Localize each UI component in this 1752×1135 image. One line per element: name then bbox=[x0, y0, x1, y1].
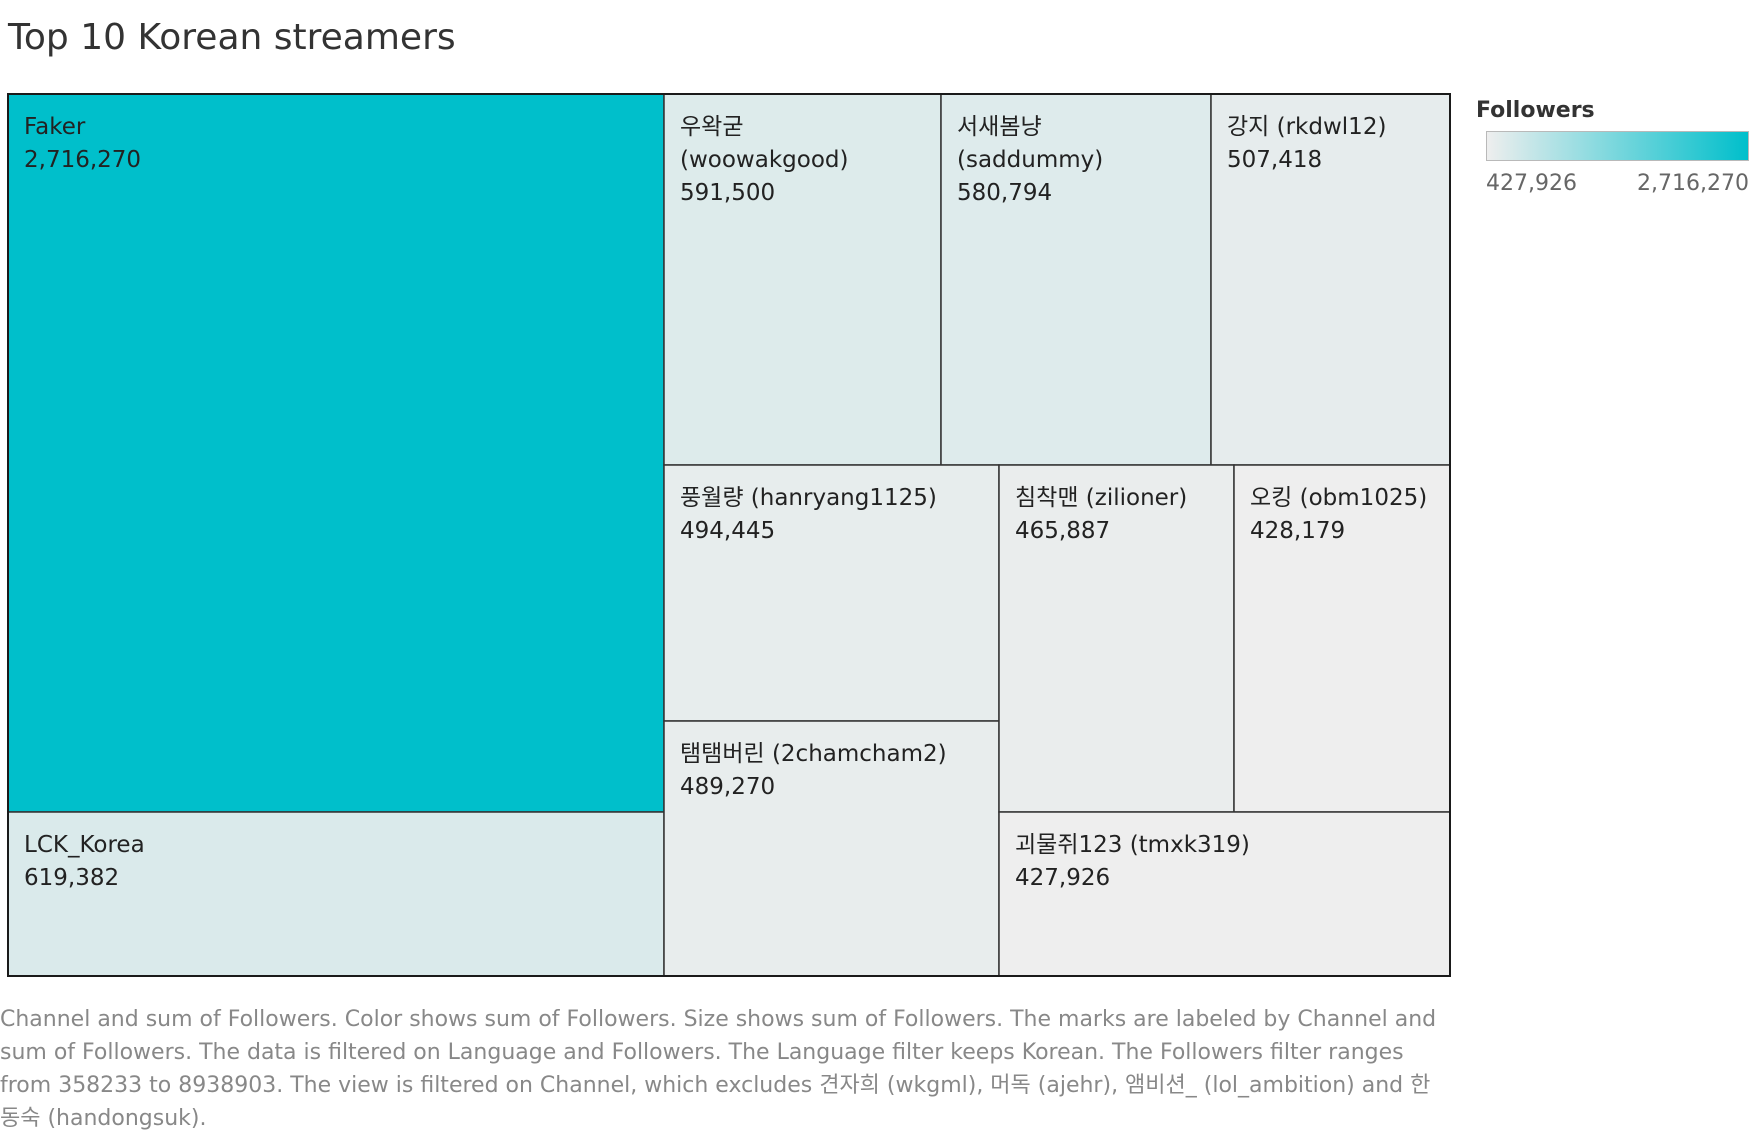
treemap-label-rkdwl12-2: 507,418 bbox=[1227, 147, 1322, 173]
treemap-label-woowakgood-3: 591,500 bbox=[680, 180, 775, 206]
treemap-label-hanryang1125-2: 494,445 bbox=[680, 518, 775, 544]
treemap-label-saddummy-1: 서새봄냥 bbox=[957, 114, 1042, 140]
treemap-label-obm1025-2: 428,179 bbox=[1250, 518, 1345, 544]
treemap-label-rkdwl12-1: 강지 (rkdwl12) bbox=[1227, 114, 1386, 140]
treemap-tile-saddummy[interactable]: 서새봄냥 (saddummy) 580,794 bbox=[940, 93, 1212, 466]
treemap-label-obm1025-1: 오킹 (obm1025) bbox=[1250, 485, 1427, 511]
color-legend-ramp bbox=[1486, 131, 1749, 161]
treemap-label-lck-korea-2: 619,382 bbox=[24, 865, 119, 891]
treemap-tile-obm1025[interactable]: 오킹 (obm1025) 428,179 bbox=[1233, 464, 1451, 813]
treemap-rect-lck-korea[interactable] bbox=[7, 811, 665, 977]
treemap-label-2chamcham2-1: 탬탬버린 (2chamcham2) bbox=[680, 741, 947, 767]
treemap-tile-lck-korea[interactable]: LCK_Korea 619,382 bbox=[7, 811, 665, 977]
treemap-rect-woowakgood[interactable] bbox=[663, 93, 942, 466]
legend-title: Followers bbox=[1476, 98, 1595, 123]
chart-caption: Channel and sum of Followers. Color show… bbox=[0, 1007, 1437, 1131]
treemap-rect-faker[interactable] bbox=[7, 93, 665, 813]
treemap-label-zilioner-1: 침착맨 (zilioner) bbox=[1015, 485, 1187, 511]
treemap-rect-hanryang1125[interactable] bbox=[663, 464, 1000, 722]
treemap-tile-2chamcham2[interactable]: 탬탬버린 (2chamcham2) 489,270 bbox=[663, 720, 1000, 977]
treemap-label-woowakgood-1: 우왁굳 bbox=[680, 114, 743, 140]
treemap-tile-woowakgood[interactable]: 우왁굳 (woowakgood) 591,500 bbox=[663, 93, 942, 466]
treemap-label-faker-2: 2,716,270 bbox=[24, 147, 141, 173]
treemap-label-tmxk319-1: 괴물쥐123 (tmxk319) bbox=[1015, 832, 1250, 858]
treemap-rect-tmxk319[interactable] bbox=[998, 811, 1451, 977]
treemap-label-2chamcham2-2: 489,270 bbox=[680, 774, 775, 800]
treemap-tile-hanryang1125[interactable]: 풍월량 (hanryang1125) 494,445 bbox=[663, 464, 1000, 722]
legend-min-label: 427,926 bbox=[1486, 171, 1577, 196]
treemap-label-hanryang1125-1: 풍월량 (hanryang1125) bbox=[680, 485, 937, 511]
treemap-label-saddummy-2: (saddummy) bbox=[957, 147, 1103, 173]
treemap-chart: Faker 2,716,270 LCK_Korea 619,382 우왁굳 (woowak… bbox=[7, 93, 1451, 977]
treemap-rect-zilioner[interactable] bbox=[998, 464, 1235, 813]
legend-max-label: 2,716,270 bbox=[1637, 171, 1749, 196]
treemap-label-saddummy-3: 580,794 bbox=[957, 180, 1052, 206]
treemap-frame bbox=[7, 93, 1451, 977]
treemap-rect-obm1025[interactable] bbox=[1233, 464, 1451, 813]
treemap-rect-rkdwl12[interactable] bbox=[1210, 93, 1451, 466]
treemap-label-tmxk319-2: 427,926 bbox=[1015, 865, 1110, 891]
treemap-label-zilioner-2: 465,887 bbox=[1015, 518, 1110, 544]
treemap-rect-saddummy[interactable] bbox=[940, 93, 1212, 466]
treemap-tile-tmxk319[interactable]: 괴물쥐123 (tmxk319) 427,926 bbox=[998, 811, 1451, 977]
treemap-label-woowakgood-2: (woowakgood) bbox=[680, 147, 848, 173]
treemap-tile-zilioner[interactable]: 침착맨 (zilioner) 465,887 bbox=[998, 464, 1235, 813]
treemap-tile-rkdwl12[interactable]: 강지 (rkdwl12) 507,418 bbox=[1210, 93, 1451, 466]
treemap-label-faker-1: Faker bbox=[24, 114, 86, 140]
chart-title: Top 10 Korean streamers bbox=[8, 17, 456, 58]
treemap-tile-faker[interactable]: Faker 2,716,270 bbox=[7, 93, 665, 813]
treemap-label-lck-korea-1: LCK_Korea bbox=[24, 832, 145, 858]
